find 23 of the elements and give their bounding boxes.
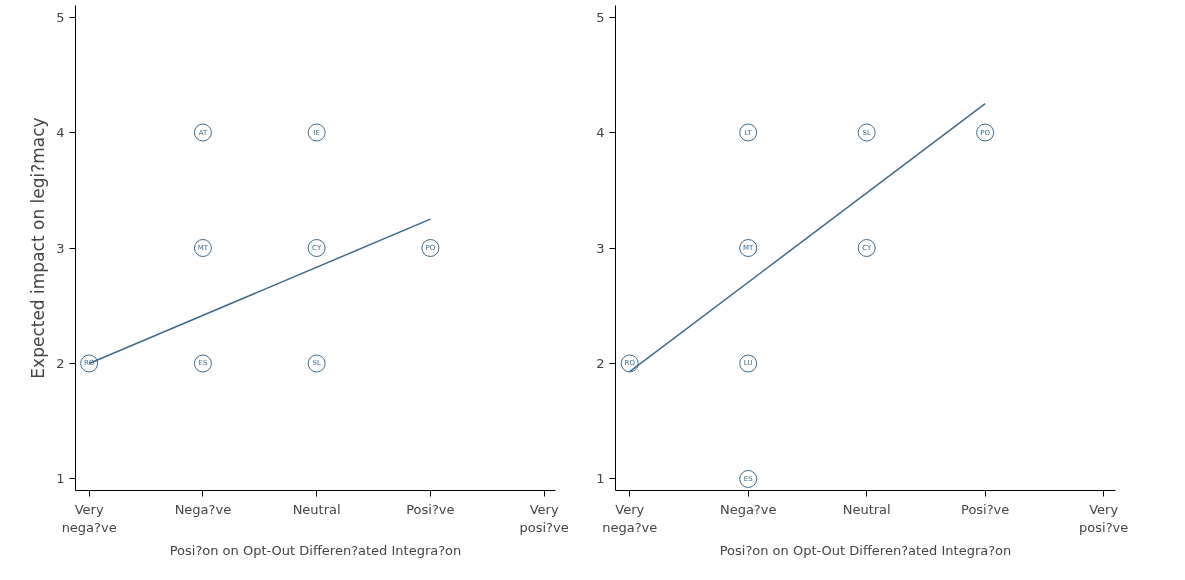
- x-tick-label: Nega?ve: [719, 501, 777, 517]
- y-tick-label: 5: [56, 9, 65, 25]
- y-tick-label: 4: [596, 125, 605, 141]
- x-tick-label: Very nega?ve: [602, 501, 658, 535]
- x-axis-title: Posi?on on Opt-Out Differen?ated Integra?on: [169, 542, 462, 558]
- y-tick-label: 2: [56, 355, 65, 371]
- x-tick-label: Very nega?ve: [61, 501, 117, 535]
- y-tick-label: 4: [56, 125, 65, 141]
- x-tick-label: Neutral: [292, 501, 341, 517]
- y-axis-title: Expected impact on legi?macy: [28, 117, 49, 379]
- y-tick-label: 3: [596, 240, 605, 256]
- y-tick-label: 2: [596, 355, 605, 371]
- x-tick-label: Posi?ve: [961, 501, 1010, 517]
- x-tick-label: Posi?ve: [406, 501, 455, 517]
- x-axis-title: Posi?on on Opt-Out Differen?ated Integra?on: [719, 542, 1012, 558]
- x-tick-label: Neutral: [842, 501, 891, 517]
- y-tick-label: 1: [596, 471, 605, 487]
- x-tick-label: Very posi?ve: [519, 501, 569, 535]
- x-tick-label: Nega?ve: [174, 501, 232, 517]
- x-tick-label: Very posi?ve: [1079, 501, 1129, 535]
- y-tick-label: 5: [596, 9, 605, 25]
- y-tick-label: 3: [56, 240, 65, 256]
- y-tick-label: 1: [56, 471, 65, 487]
